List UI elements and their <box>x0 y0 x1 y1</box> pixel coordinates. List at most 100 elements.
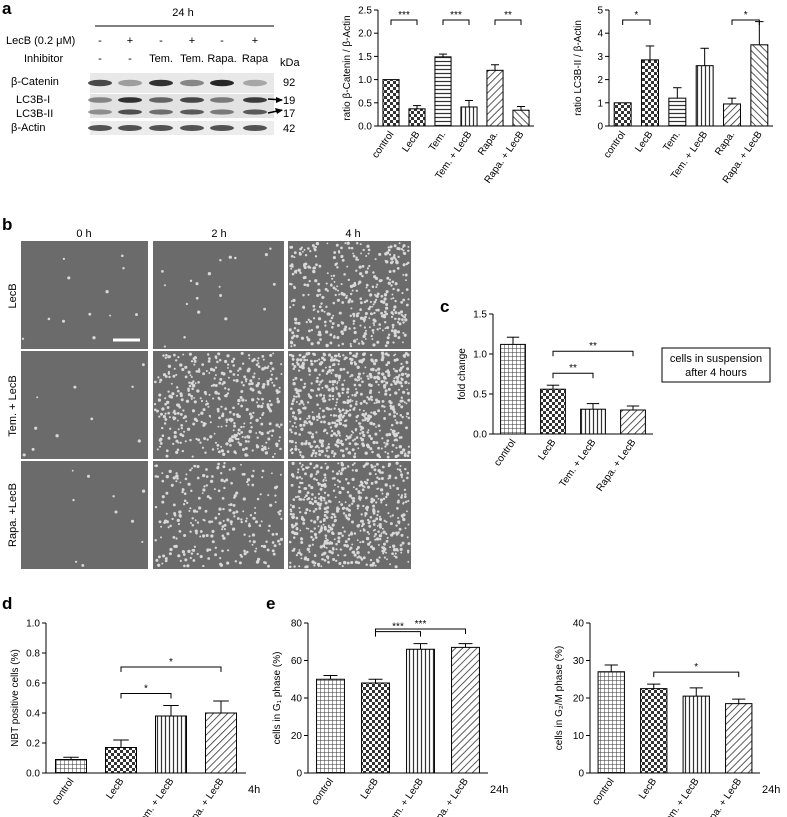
band-beta-actin <box>210 125 234 131</box>
cell-dot <box>345 419 348 422</box>
cell-dot <box>314 532 317 536</box>
cell-dot <box>292 398 296 401</box>
cell-dot <box>55 434 59 438</box>
cell-dot <box>173 544 177 548</box>
cell-dot <box>182 416 185 420</box>
cell-dot <box>295 532 299 536</box>
cell-dot <box>299 553 303 556</box>
cell-dot <box>335 548 338 551</box>
cell-dot <box>260 432 264 436</box>
cell-dot <box>352 499 356 503</box>
cell-dot <box>325 479 328 482</box>
cell-dot <box>186 427 191 431</box>
cell-dot <box>217 465 220 468</box>
cell-dot <box>362 409 365 412</box>
panel-letter-a: a <box>2 0 12 18</box>
cell-dot <box>387 333 391 337</box>
micro-row-lecb: LecB <box>7 283 19 308</box>
cell-dot <box>225 418 229 422</box>
cell-dot <box>353 361 357 364</box>
cell-dot <box>385 363 389 367</box>
cell-dot <box>154 505 158 509</box>
cell-dot <box>175 359 178 362</box>
cell-dot <box>326 370 330 374</box>
cell-dot <box>334 354 338 358</box>
cell-dot <box>112 495 115 498</box>
cell-dot <box>181 488 185 492</box>
cell-dot <box>336 382 339 385</box>
cell-dot <box>366 244 370 248</box>
cell-dot <box>391 443 395 447</box>
cell-dot <box>331 322 335 325</box>
blot-lecb-row-label: LecB (0.2 μM) <box>6 35 75 47</box>
cell-dot <box>405 510 408 513</box>
suspension-note-box: cells in suspension after 4 hours <box>661 347 771 383</box>
cell-dot <box>301 250 304 253</box>
cell-dot <box>251 474 254 478</box>
cell-dot <box>222 465 226 469</box>
cell-dot <box>202 372 206 376</box>
cell-dot <box>217 512 221 516</box>
cell-dot <box>239 396 243 399</box>
time-note: 4h <box>248 784 260 796</box>
cell-dot <box>217 425 220 428</box>
cell-dot <box>184 477 188 481</box>
cell-dot <box>173 353 176 357</box>
cell-dot <box>328 380 332 384</box>
cell-dot <box>365 299 369 303</box>
cell-dot <box>294 269 298 273</box>
cell-dot <box>398 322 402 326</box>
cell-dot <box>359 324 362 327</box>
cell-dot <box>180 424 184 427</box>
cell-dot <box>311 530 314 533</box>
cell-dot <box>362 372 365 375</box>
cell-dot <box>292 549 296 552</box>
cell-dot <box>345 516 349 520</box>
cell-dot <box>375 309 378 312</box>
cell-dot <box>376 510 380 513</box>
cell-dot <box>337 289 339 292</box>
cell-dot <box>47 317 51 321</box>
bar-rapa-lecb <box>512 109 530 127</box>
cell-dot <box>21 337 25 340</box>
cell-dot <box>313 554 317 557</box>
cell-dot <box>232 364 235 367</box>
cell-dot <box>219 377 223 381</box>
cell-dot <box>304 556 308 560</box>
cell-dot <box>398 388 401 391</box>
cell-dot <box>232 511 236 515</box>
cell-dot <box>355 415 359 419</box>
cell-dot <box>336 438 340 442</box>
cell-dot <box>237 402 240 405</box>
cell-dot <box>307 484 311 487</box>
cell-dot <box>177 428 180 431</box>
cell-dot <box>181 490 184 494</box>
cell-dot <box>375 517 379 521</box>
cell-dot <box>385 381 389 385</box>
cell-dot <box>397 516 400 520</box>
cell-dot <box>360 491 363 494</box>
cell-dot <box>301 455 305 459</box>
cell-dot <box>406 391 410 395</box>
cell-dot <box>209 496 212 500</box>
bar-rapa-lecb <box>205 712 237 774</box>
cell-dot <box>366 530 370 534</box>
cell-dot <box>326 432 329 435</box>
cell-dot <box>400 396 403 399</box>
cell-dot <box>407 249 410 253</box>
cell-dot <box>288 353 292 357</box>
x-tick-label: Rapa. <box>713 129 737 157</box>
cell-dot <box>407 523 410 526</box>
cell-dot <box>325 343 329 348</box>
cell-dot <box>373 535 376 538</box>
cell-dot <box>352 319 356 323</box>
cell-dot <box>254 520 259 524</box>
cell-dot <box>251 360 254 362</box>
cell-dot <box>369 375 373 379</box>
cell-dot <box>205 400 208 403</box>
cell-dot <box>349 361 353 364</box>
cell-dot <box>391 450 394 453</box>
cell-dot <box>352 312 356 316</box>
cell-dot <box>391 326 395 329</box>
